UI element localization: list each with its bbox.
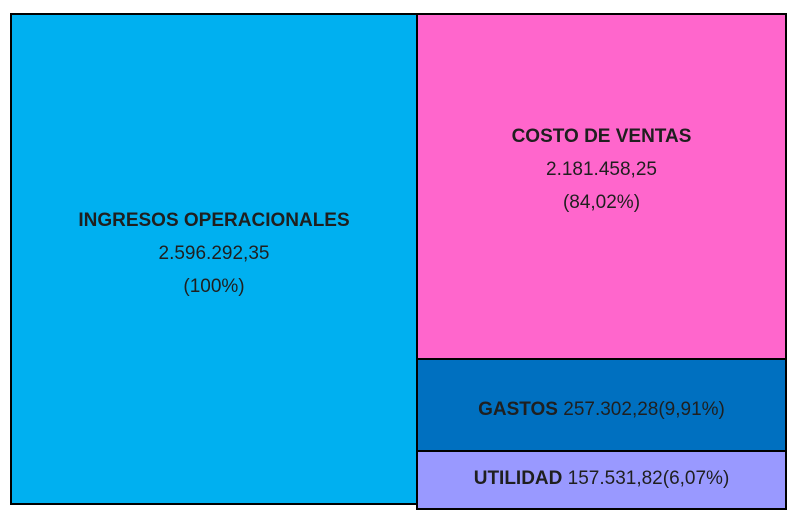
block-share: (9,91%) [658,398,725,420]
block-amount: 257.302,28 [563,398,659,420]
block-line: UTILIDAD 157.531,82(6,07%) [474,462,730,495]
block-label: UTILIDAD [473,468,563,489]
block-amount: 2.181.458,25 [546,159,657,180]
costo-block: COSTO DE VENTAS 2.181.458,25 (84,02%) [416,13,787,360]
ingresos-block: INGRESOS OPERACIONALES 2.596.292,35 (100… [10,13,418,505]
utilidad-block: UTILIDAD 157.531,82(6,07%) [416,450,787,510]
block-share: (6,07%) [662,468,730,489]
block-amount: 2.596.292,35 [158,242,270,264]
block-share: (100%) [183,275,245,297]
block-share: (84,02%) [562,192,641,213]
block-label: INGRESOS OPERACIONALES [78,209,350,231]
block-amount: 157.531,82 [567,468,663,489]
block-label: GASTOS [478,398,558,420]
gastos-block: GASTOS 257.302,28(9,91%) [416,358,787,452]
block-label: COSTO DE VENTAS [511,126,692,147]
block-line: GASTOS 257.302,28(9,91%) [478,393,725,426]
